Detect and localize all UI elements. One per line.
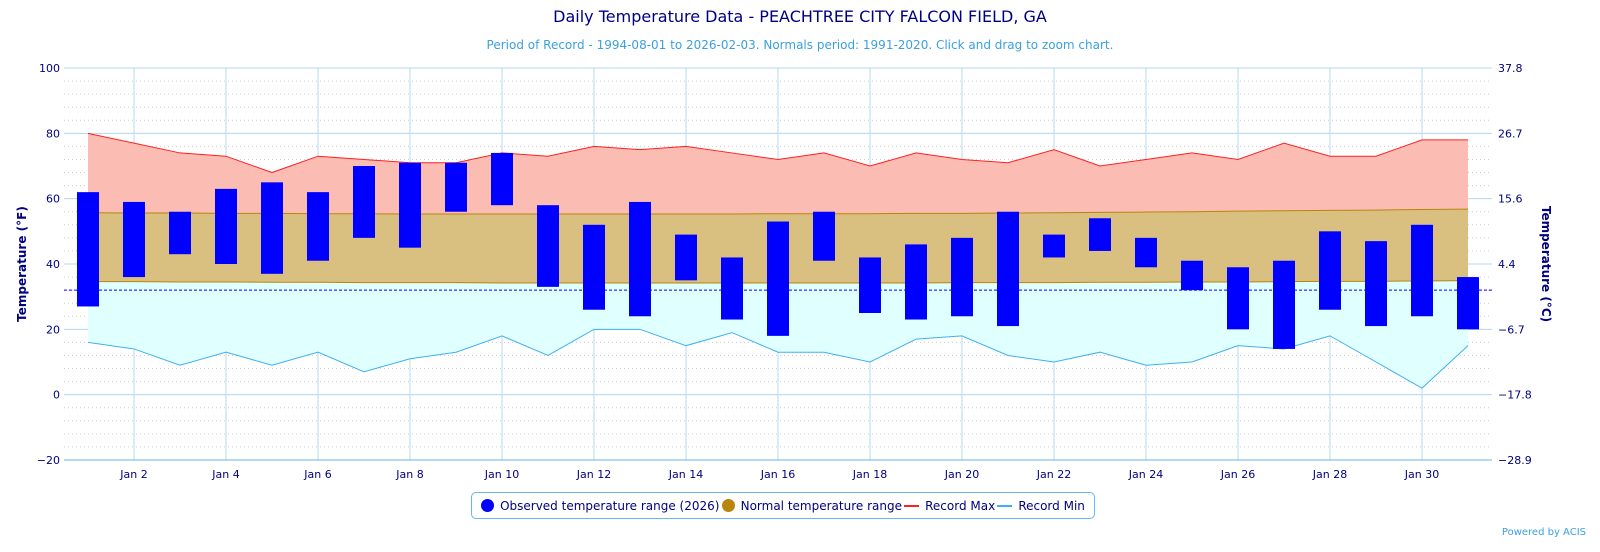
observed-bar[interactable] xyxy=(951,237,973,317)
observed-bar[interactable] xyxy=(905,244,927,320)
y-right-tick-label: −6.7 xyxy=(1498,323,1525,336)
x-tick-label: Jan 28 xyxy=(1312,468,1347,481)
observed-bar[interactable] xyxy=(1273,260,1295,349)
chart-title: Daily Temperature Data - PEACHTREE CITY … xyxy=(553,7,1047,26)
observed-bar[interactable] xyxy=(1457,277,1479,330)
observed-bar[interactable] xyxy=(537,205,559,287)
observed-bar[interactable] xyxy=(1411,224,1433,317)
legend-label: Observed temperature range (2026) xyxy=(500,498,720,513)
legend: Observed temperature range (2026) Normal… xyxy=(471,492,1095,519)
observed-bar[interactable] xyxy=(353,166,375,238)
y-right-tick-label: −17.8 xyxy=(1498,389,1532,402)
observed-bar[interactable] xyxy=(399,162,421,248)
x-tick-label: Jan 4 xyxy=(211,468,239,481)
y-right-tick-label: 4.4 xyxy=(1498,258,1516,271)
observed-bar[interactable] xyxy=(721,257,743,320)
y-right-tick-label: −28.9 xyxy=(1498,454,1532,467)
record-min-line-icon xyxy=(997,504,1013,507)
y-axis-right-title: Temperature (°C) xyxy=(1539,206,1553,322)
legend-label: Normal temperature range xyxy=(740,498,902,513)
legend-item-normal[interactable]: Normal temperature range xyxy=(721,498,902,513)
x-tick-label: Jan 10 xyxy=(484,468,519,481)
x-tick-label: Jan 2 xyxy=(119,468,147,481)
observed-bar[interactable] xyxy=(1135,237,1157,268)
legend-item-record-min[interactable]: Record Min xyxy=(997,499,1085,513)
x-tick-label: Jan 20 xyxy=(944,468,979,481)
observed-bar[interactable] xyxy=(1089,218,1111,251)
observed-bar[interactable] xyxy=(1181,260,1203,291)
y-axis-title: Temperature (°F) xyxy=(15,206,29,322)
y-right-tick-label: 15.6 xyxy=(1498,193,1523,206)
observed-bar[interactable] xyxy=(675,234,697,281)
x-tick-label: Jan 22 xyxy=(1036,468,1071,481)
observed-bar[interactable] xyxy=(261,182,283,274)
y-right-tick-label: 37.8 xyxy=(1498,62,1523,75)
x-tick-label: Jan 14 xyxy=(668,468,703,481)
observed-bar[interactable] xyxy=(1043,234,1065,258)
y-tick-label: 80 xyxy=(46,127,60,140)
x-tick-label: Jan 24 xyxy=(1128,468,1163,481)
y-tick-label: 20 xyxy=(46,323,60,336)
observed-bar[interactable] xyxy=(445,162,467,212)
observed-bar[interactable] xyxy=(215,188,237,264)
record-high-area xyxy=(88,133,1468,215)
observed-bar[interactable] xyxy=(859,257,881,313)
observed-bar[interactable] xyxy=(767,221,789,336)
observed-bar[interactable] xyxy=(491,152,513,206)
normal-marker-icon xyxy=(721,499,735,512)
x-tick-label: Jan 8 xyxy=(395,468,423,481)
observed-bar[interactable] xyxy=(1365,241,1387,327)
legend-item-record-max[interactable]: Record Max xyxy=(904,499,995,513)
y-tick-label: 100 xyxy=(39,62,60,75)
legend-label: Record Max xyxy=(925,498,996,513)
observed-marker-icon xyxy=(481,499,495,512)
observed-bar[interactable] xyxy=(77,192,99,307)
x-tick-label: Jan 18 xyxy=(852,468,887,481)
observed-bar[interactable] xyxy=(997,211,1019,327)
y-tick-label: 0 xyxy=(53,389,60,402)
legend-item-observed[interactable]: Observed temperature range (2026) xyxy=(481,499,719,513)
observed-bar[interactable] xyxy=(583,224,605,310)
x-tick-label: Jan 12 xyxy=(576,468,611,481)
observed-bar[interactable] xyxy=(169,211,191,255)
legend-label: Record Min xyxy=(1018,498,1085,513)
observed-bar[interactable] xyxy=(307,192,329,261)
observed-bar[interactable] xyxy=(1319,231,1341,310)
observed-bar[interactable] xyxy=(813,211,835,261)
record-max-line xyxy=(87,132,1468,174)
chart-subtitle: Period of Record - 1994-08-01 to 2026-02… xyxy=(486,38,1114,52)
credit-link[interactable]: Powered by ACIS xyxy=(1501,527,1586,538)
y-tick-label: 40 xyxy=(46,258,60,271)
x-tick-label: Jan 16 xyxy=(760,468,795,481)
x-tick-label: Jan 6 xyxy=(303,468,331,481)
y-tick-label: 60 xyxy=(46,193,60,206)
x-tick-label: Jan 26 xyxy=(1220,468,1255,481)
y-right-tick-label: 26.7 xyxy=(1498,127,1523,140)
x-tick-label: Jan 30 xyxy=(1404,468,1439,481)
observed-bar[interactable] xyxy=(1227,267,1249,330)
y-tick-label: −20 xyxy=(37,454,60,467)
observed-bar[interactable] xyxy=(123,201,145,278)
record-max-line-icon xyxy=(904,504,920,507)
record-min-line xyxy=(87,328,1469,389)
observed-bar[interactable] xyxy=(629,201,651,317)
